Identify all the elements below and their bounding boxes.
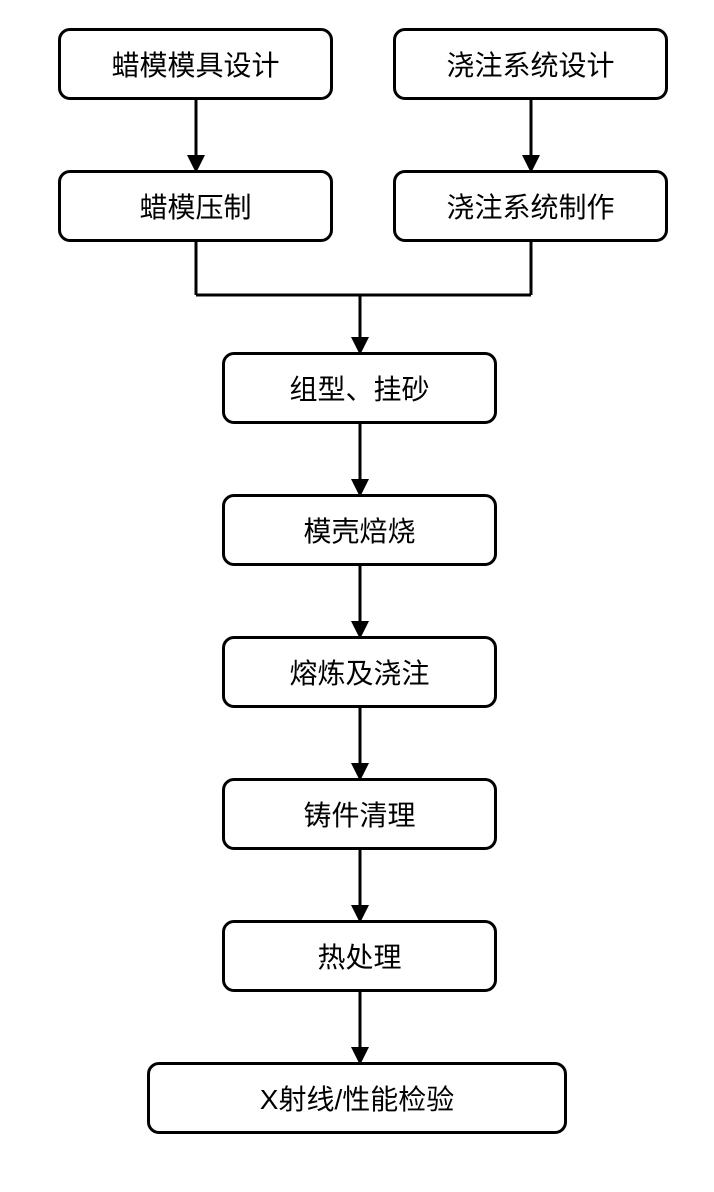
flow-node-n10: X射线/性能检验 bbox=[147, 1062, 567, 1134]
flow-node-n7: 熔炼及浇注 bbox=[222, 636, 497, 708]
flow-node-n8: 铸件清理 bbox=[222, 778, 497, 850]
flow-node-n3: 蜡模压制 bbox=[58, 170, 333, 242]
flow-node-n2: 浇注系统设计 bbox=[393, 28, 668, 100]
flow-node-n5: 组型、挂砂 bbox=[222, 352, 497, 424]
flow-node-n6: 模壳焙烧 bbox=[222, 494, 497, 566]
flow-node-n9: 热处理 bbox=[222, 920, 497, 992]
flow-node-n4: 浇注系统制作 bbox=[393, 170, 668, 242]
flow-node-n1: 蜡模模具设计 bbox=[58, 28, 333, 100]
